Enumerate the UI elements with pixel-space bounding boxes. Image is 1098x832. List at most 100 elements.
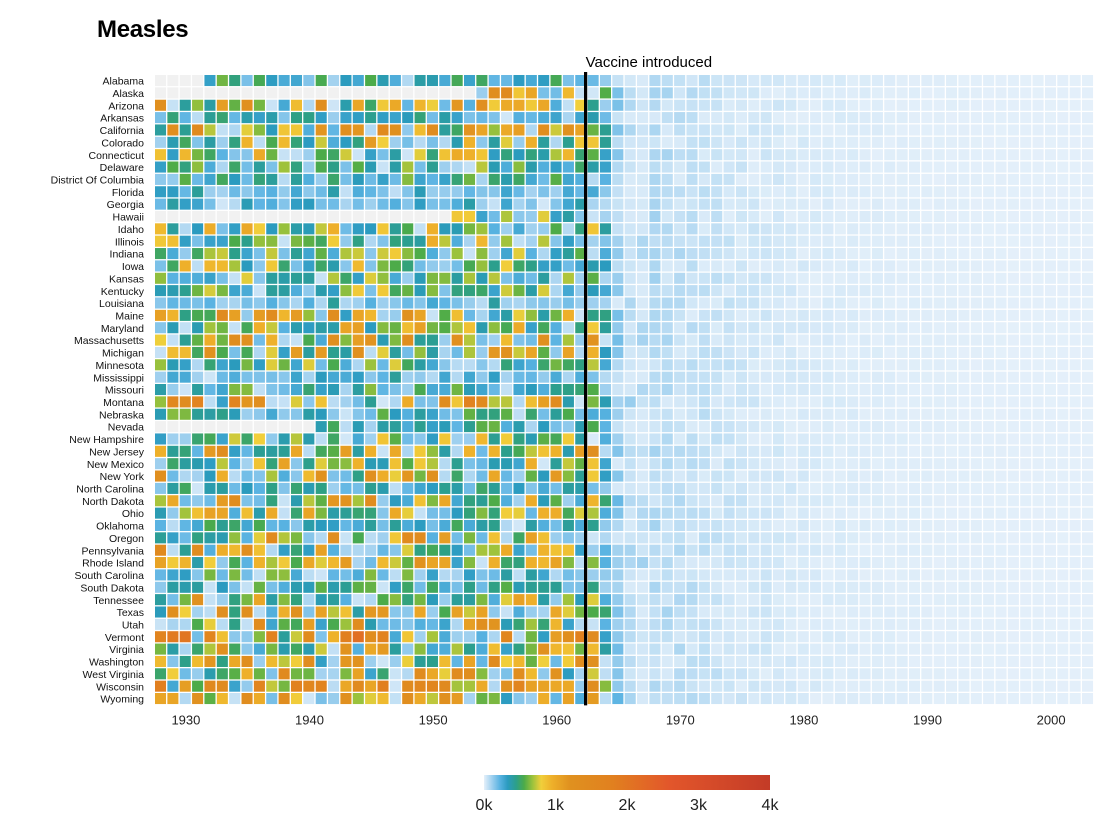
heatmap-cell <box>501 285 513 297</box>
heatmap-cell <box>612 408 624 420</box>
heatmap-cell <box>847 149 859 161</box>
heatmap-cell <box>970 260 982 272</box>
heatmap-cell <box>389 235 401 247</box>
heatmap-cell <box>525 136 537 148</box>
heatmap-cell <box>599 482 612 494</box>
heatmap-cell <box>538 334 550 346</box>
heatmap-cell <box>908 309 921 321</box>
heatmap-cell <box>785 248 797 260</box>
heatmap-cell <box>1020 433 1032 445</box>
heatmap-cell <box>884 445 896 457</box>
heatmap-cell <box>216 557 228 569</box>
heatmap-cell <box>1057 532 1069 544</box>
heatmap-cell <box>1032 75 1044 87</box>
heatmap-cell <box>278 557 290 569</box>
heatmap-cell <box>352 433 364 445</box>
heatmap-cell <box>661 334 673 346</box>
heatmap-cell <box>389 445 401 457</box>
heatmap-cell <box>748 371 760 383</box>
heatmap-cell <box>1044 532 1056 544</box>
heatmap-cell <box>711 643 723 655</box>
heatmap-cell <box>1032 569 1044 581</box>
heatmap-cell <box>167 384 179 396</box>
heatmap-cell <box>698 396 710 408</box>
heatmap-cell <box>1044 198 1056 210</box>
heatmap-cell <box>624 285 636 297</box>
heatmap-cell <box>884 519 896 532</box>
heatmap-cell <box>921 668 933 680</box>
heatmap-cell <box>587 482 599 494</box>
heatmap-cell <box>538 235 550 247</box>
heatmap-cell <box>1057 149 1069 161</box>
heatmap-cell <box>983 594 995 606</box>
heatmap-cell <box>204 161 216 173</box>
heatmap-cell <box>723 482 735 494</box>
heatmap-cell <box>698 99 710 111</box>
heatmap-cell <box>451 482 463 494</box>
heatmap-cell <box>562 260 574 272</box>
heatmap-cell <box>290 532 303 544</box>
x-axis-ticks: 1930 1940 1950 1960 1970 1980 1990 2000 <box>171 712 1065 727</box>
heatmap-cell <box>946 198 958 210</box>
heatmap-cell <box>599 569 612 581</box>
heatmap-cell <box>723 99 735 111</box>
heatmap-cell <box>698 75 710 87</box>
heatmap-cell <box>1007 87 1019 99</box>
heatmap-cell <box>414 482 426 494</box>
heatmap-cell <box>933 346 945 358</box>
heatmap-cell <box>340 173 352 185</box>
heatmap-cell <box>426 655 438 667</box>
heatmap-cell <box>797 421 809 433</box>
heatmap-cell <box>649 655 661 667</box>
heatmap-cell <box>822 210 834 223</box>
heatmap-cell <box>389 581 401 593</box>
heatmap-cell <box>970 680 982 692</box>
heatmap-cell <box>1032 458 1044 470</box>
heatmap-cell <box>315 544 327 556</box>
heatmap-cell <box>970 408 982 420</box>
heatmap-cell <box>785 87 797 99</box>
heatmap-cell <box>995 384 1007 396</box>
heatmap-cell <box>229 248 241 260</box>
heatmap-cell <box>884 532 896 544</box>
heatmap-cell <box>884 173 896 185</box>
heatmap-cell <box>439 507 451 519</box>
heatmap-cell <box>575 112 587 124</box>
heatmap-cell <box>711 272 723 284</box>
heatmap-cell <box>476 309 488 321</box>
heatmap-cell <box>847 569 859 581</box>
heatmap-cell <box>488 507 500 519</box>
heatmap-cell <box>525 643 537 655</box>
heatmap-cell <box>637 87 649 99</box>
heatmap-cell <box>1020 99 1032 111</box>
heatmap-cell <box>340 495 352 507</box>
heatmap-cell <box>723 470 735 482</box>
heatmap-cell <box>958 297 970 309</box>
heatmap-cell <box>241 408 253 420</box>
heatmap-cell <box>179 75 191 87</box>
heatmap-cell <box>488 161 500 173</box>
heatmap-cell <box>352 272 364 284</box>
heatmap-cell <box>797 161 809 173</box>
heatmap-cell <box>748 136 760 148</box>
heatmap-cell <box>921 458 933 470</box>
heatmap-cell <box>995 507 1007 519</box>
heatmap-cell <box>946 260 958 272</box>
heatmap-cell <box>179 606 191 618</box>
heatmap-cell <box>1069 495 1081 507</box>
heatmap-cell <box>1007 569 1019 581</box>
heatmap-cell <box>1020 272 1032 284</box>
heatmap-cell <box>1032 235 1044 247</box>
heatmap-cell <box>451 272 463 284</box>
heatmap-cell <box>649 470 661 482</box>
heatmap-cell <box>488 519 500 532</box>
heatmap-cell <box>797 668 809 680</box>
heatmap-cell <box>303 87 315 99</box>
heatmap-cell <box>1082 235 1094 247</box>
heatmap-cell <box>723 408 735 420</box>
heatmap-cell <box>797 408 809 420</box>
heatmap-cell <box>834 606 846 618</box>
heatmap-cell <box>451 668 463 680</box>
heatmap-cell <box>1007 594 1019 606</box>
heatmap-cell <box>1069 507 1081 519</box>
